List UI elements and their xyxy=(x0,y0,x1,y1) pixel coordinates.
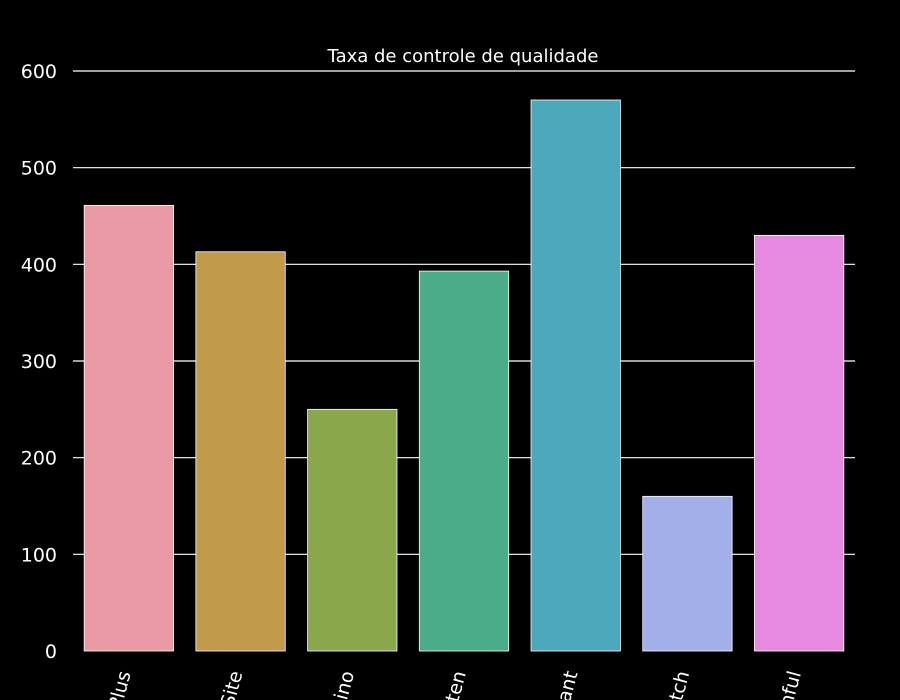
x-tick-label: Site xyxy=(217,669,248,700)
bar-rino xyxy=(307,408,398,652)
x-tick-label: Giant xyxy=(548,669,582,700)
chart-title: Taxa de controle de qualidade xyxy=(327,46,599,67)
y-tick-label: 500 xyxy=(21,158,57,180)
x-tick-label: Clutch xyxy=(657,669,694,700)
x-tick-label: Plus xyxy=(104,669,135,700)
y-tick-label: 600 xyxy=(21,61,57,83)
y-axis-ticks: 0 100 200 300 400 500 600 xyxy=(21,61,57,663)
y-tick-label: 0 xyxy=(45,641,57,663)
y-tick-label: 400 xyxy=(21,254,57,276)
bar-plus xyxy=(83,204,174,652)
bar-clutch xyxy=(642,495,733,652)
x-tick-label: Rino xyxy=(327,669,359,700)
bar-tonful xyxy=(754,234,845,652)
bar-sten xyxy=(418,270,510,652)
x-tick-label: Sten xyxy=(438,669,470,700)
y-tick-label: 200 xyxy=(21,448,57,470)
bar-giant xyxy=(530,99,621,652)
bar-site xyxy=(195,251,286,652)
y-tick-label: 100 xyxy=(21,544,57,566)
x-tick-label: Tonful xyxy=(770,669,806,700)
x-axis-ticks: Plus Site Rino Sten Giant Clutch Tonful xyxy=(104,669,806,700)
bars xyxy=(83,99,845,652)
y-tick-label: 300 xyxy=(21,351,57,373)
